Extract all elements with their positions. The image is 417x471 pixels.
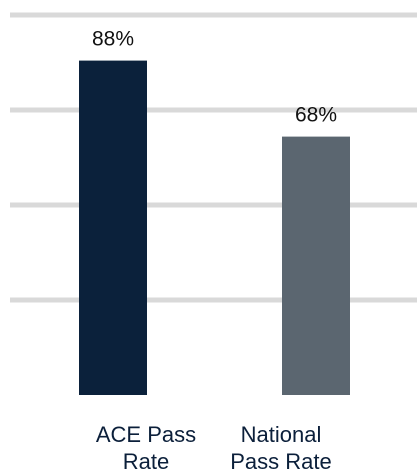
value-label-1: 88%: [92, 28, 134, 51]
bar-2: [282, 136, 350, 395]
bar-1: [79, 60, 147, 395]
category-label-2-line-1: National: [241, 422, 322, 447]
category-label-2-line-2: Pass Rate: [230, 449, 332, 471]
category-label-1-line-2: Rate: [123, 449, 169, 471]
category-label-1-line-1: ACE Pass: [96, 422, 196, 447]
value-label-2: 68%: [295, 104, 337, 127]
